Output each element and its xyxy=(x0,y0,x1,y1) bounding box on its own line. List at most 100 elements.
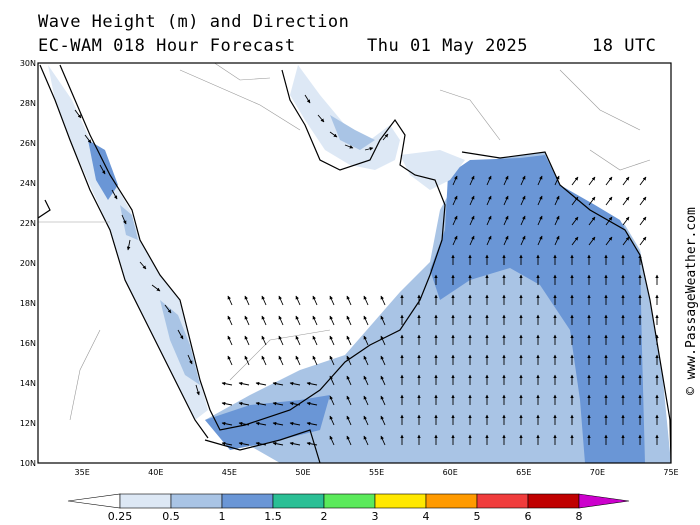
wave-arrow xyxy=(139,261,147,270)
legend-label: 0.25 xyxy=(108,510,133,523)
wave-arrow xyxy=(363,335,369,346)
lat-label: 24N xyxy=(20,179,36,188)
wave-arrow xyxy=(571,216,579,226)
wave-arrow xyxy=(295,295,301,306)
wave-arrow xyxy=(452,195,458,206)
legend-max-arrow xyxy=(578,493,630,509)
wave-arrow xyxy=(537,175,543,186)
wave-arrow xyxy=(238,401,250,406)
wave-arrow xyxy=(261,295,267,306)
wave-arrow xyxy=(486,175,492,186)
legend-min-arrow xyxy=(67,493,121,509)
lat-axis: 30N 28N 26N 24N 22N 20N 18N 16N 14N 12N 10N xyxy=(20,59,36,468)
legend-label: 1 xyxy=(219,510,226,523)
wave-arrow xyxy=(639,196,647,206)
wave-arrow xyxy=(503,235,509,246)
coastlines xyxy=(38,64,671,463)
lon-label: 60E xyxy=(443,468,458,477)
wave-arrow xyxy=(84,134,92,144)
lat-label: 14N xyxy=(20,379,36,388)
wave-arrow xyxy=(363,415,369,426)
wave-arrow xyxy=(306,421,318,426)
wave-arrow xyxy=(486,235,492,246)
lon-label: 65E xyxy=(516,468,531,477)
wave-arrow xyxy=(99,164,106,175)
wave-arrow xyxy=(380,295,386,306)
wave-arrow xyxy=(295,315,301,326)
wave-arrow xyxy=(605,196,613,206)
wave-arrow xyxy=(306,381,318,386)
lat-label: 22N xyxy=(20,219,36,228)
wave-arrow xyxy=(289,401,301,406)
wave-arrow xyxy=(272,381,284,386)
wave-arrow xyxy=(329,131,338,138)
wave-arrow xyxy=(255,381,267,386)
legend-label: 8 xyxy=(576,510,583,523)
wave-arrow xyxy=(537,215,543,226)
wave-arrow xyxy=(639,236,647,246)
wave-arrow xyxy=(469,175,475,186)
wave-arrow xyxy=(329,335,335,346)
forecast-date: Thu 01 May 2025 xyxy=(367,36,529,56)
wave-arrow xyxy=(329,435,335,446)
wave-arrow xyxy=(382,133,389,141)
wave-arrow xyxy=(363,435,369,446)
wave-arrow xyxy=(329,295,335,306)
wave-arrow xyxy=(187,354,193,365)
wave-arrow xyxy=(380,375,386,386)
wave-arrow xyxy=(554,215,560,226)
legend-label: 4 xyxy=(423,510,430,523)
legend-swatch xyxy=(425,493,478,509)
wave-arrow xyxy=(289,381,301,386)
wave-arrow xyxy=(588,176,596,186)
wave-arrow xyxy=(312,355,318,366)
wave-arrow xyxy=(639,176,647,186)
sea-zone-high xyxy=(430,155,645,463)
wave-arrow xyxy=(238,421,250,426)
lon-label: 40E xyxy=(148,468,163,477)
wave-arrow xyxy=(227,355,233,366)
svg-text:© www.PassageWeather.com: © www.PassageWeather.com xyxy=(684,207,699,395)
borders xyxy=(38,63,651,421)
wave-arrow xyxy=(486,195,492,206)
legend-swatch xyxy=(119,493,172,509)
wave-arrows xyxy=(74,94,659,446)
wave-arrow xyxy=(520,215,526,226)
wave-arrow xyxy=(255,401,267,406)
wave-arrow xyxy=(346,395,352,406)
wave-arrow xyxy=(503,195,509,206)
legend-swatch xyxy=(221,493,274,509)
wave-arrow xyxy=(272,421,284,426)
wave-arrow xyxy=(380,335,386,346)
wave-arrow xyxy=(312,295,318,306)
wave-arrow xyxy=(295,355,301,366)
wave-arrow xyxy=(520,195,526,206)
wave-arrow xyxy=(261,335,267,346)
wave-arrow xyxy=(380,315,386,326)
wave-arrow xyxy=(329,355,335,366)
legend-swatch xyxy=(272,493,325,509)
wave-arrow xyxy=(537,235,543,246)
wave-arrow xyxy=(622,196,630,206)
wave-arrow xyxy=(244,315,250,326)
wave-arrow xyxy=(312,335,318,346)
wave-arrow xyxy=(306,401,318,406)
legend: 0.25 0.5 1 1.5 2 3 4 5 6 8 xyxy=(67,493,630,523)
wave-arrow xyxy=(346,375,352,386)
wave-arrow xyxy=(469,195,475,206)
wave-arrow xyxy=(278,355,284,366)
wave-arrow xyxy=(363,355,369,366)
wave-arrow xyxy=(255,421,267,426)
wave-arrow xyxy=(622,236,630,246)
wave-arrow xyxy=(121,214,127,225)
wave-arrow xyxy=(622,176,630,186)
wave-arrow xyxy=(380,355,386,366)
wave-arrow xyxy=(363,295,369,306)
wave-arrow xyxy=(363,375,369,386)
wave-arrow xyxy=(221,401,233,406)
map-title: Wave Height (m) and Direction xyxy=(38,12,350,32)
wave-arrow xyxy=(329,315,335,326)
wave-arrow xyxy=(605,236,613,246)
sea-zone-gulf xyxy=(290,65,400,170)
wave-arrow xyxy=(537,195,543,206)
